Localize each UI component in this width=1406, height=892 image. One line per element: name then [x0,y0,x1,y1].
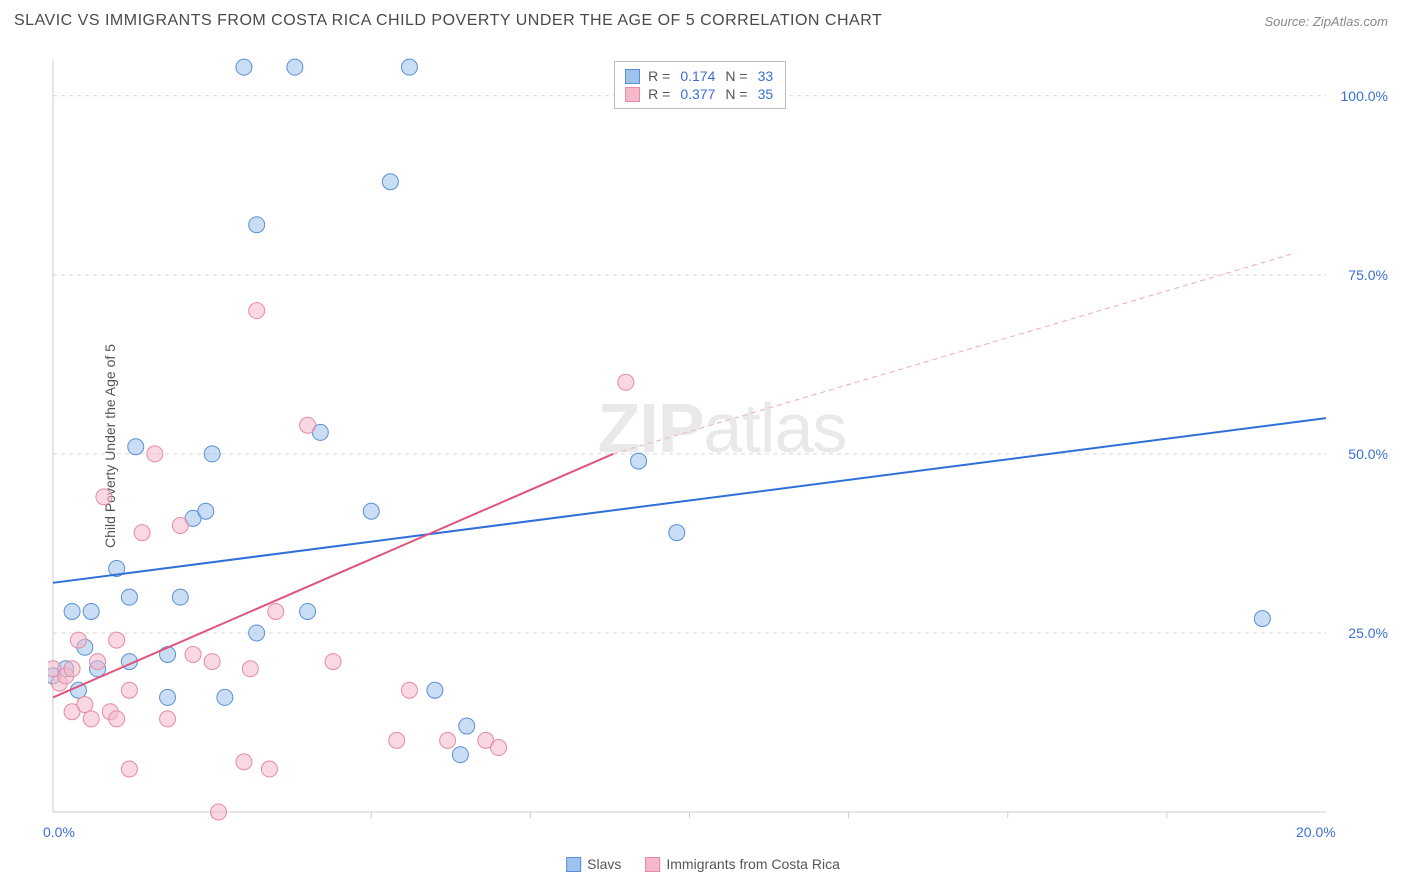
n-label: N = [725,68,747,84]
swatch-costarica [625,87,640,102]
svg-text:50.0%: 50.0% [1348,446,1388,462]
stats-legend: R = 0.174 N = 33 R = 0.377 N = 35 [614,61,786,109]
x-tick-1: 20.0% [1296,824,1336,840]
chart-plot-area: 25.0%50.0%75.0%100.0% ZIPatlas R = 0.174… [48,55,1396,832]
n-value-costarica: 35 [756,86,776,102]
stats-row-costarica: R = 0.377 N = 35 [625,86,775,102]
legend-swatch-slavs [566,857,581,872]
n-label: N = [725,86,747,102]
svg-text:100.0%: 100.0% [1341,88,1388,104]
r-label: R = [648,68,670,84]
legend-item-slavs: Slavs [566,856,621,872]
r-value-costarica: 0.377 [678,86,717,102]
legend-label-slavs: Slavs [587,856,621,872]
svg-text:75.0%: 75.0% [1348,267,1388,283]
n-value-slavs: 33 [756,68,776,84]
r-value-slavs: 0.174 [678,68,717,84]
r-label: R = [648,86,670,102]
swatch-slavs [625,69,640,84]
stats-row-slavs: R = 0.174 N = 33 [625,68,775,84]
legend-item-costarica: Immigrants from Costa Rica [645,856,839,872]
source-prefix: Source: [1264,14,1312,29]
chart-title: SLAVIC VS IMMIGRANTS FROM COSTA RICA CHI… [14,12,882,30]
source-name: ZipAtlas.com [1313,14,1388,29]
source-attribution: Source: ZipAtlas.com [1264,14,1388,29]
x-tick-0: 0.0% [43,824,75,840]
series-legend: Slavs Immigrants from Costa Rica [566,856,840,872]
legend-label-costarica: Immigrants from Costa Rica [666,856,839,872]
legend-swatch-costarica [645,857,660,872]
svg-text:25.0%: 25.0% [1348,625,1388,641]
scatter-chart: 25.0% 50.0% 75.0% 100.0% [48,55,1396,832]
